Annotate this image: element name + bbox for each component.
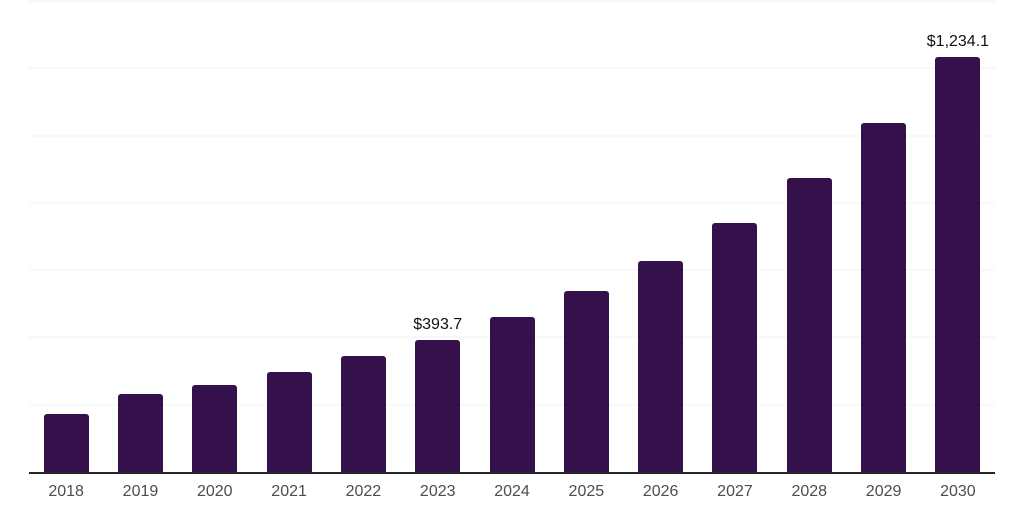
bar-slot	[252, 1, 326, 472]
gridline	[29, 202, 995, 204]
bar-slot	[103, 1, 177, 472]
bar-slot	[29, 1, 103, 472]
bar-2021	[266, 372, 312, 472]
bar-slot	[624, 1, 698, 472]
bar-slot	[846, 1, 920, 472]
bar-2025	[563, 291, 609, 472]
x-tick-2029: 2029	[865, 483, 902, 500]
bar-slot	[549, 1, 623, 472]
x-tick-2020: 2020	[196, 483, 233, 500]
x-tick-2025: 2025	[568, 483, 605, 500]
bar-slot	[178, 1, 252, 472]
x-tick-2022: 2022	[345, 483, 382, 500]
bar-2018	[43, 414, 89, 472]
bar-slot	[475, 1, 549, 472]
gridline	[29, 269, 995, 271]
x-tick-2026: 2026	[642, 483, 679, 500]
bar-2023	[415, 339, 461, 472]
bar-2030	[935, 56, 981, 472]
bar-2029	[861, 122, 907, 472]
bar-value-label: $393.7	[413, 315, 463, 333]
bar-2028	[786, 177, 832, 472]
bar-value-label: $1,234.1	[926, 32, 990, 50]
x-tick-2027: 2027	[717, 483, 753, 500]
x-tick-2021: 2021	[271, 483, 307, 500]
x-tick-2028: 2028	[791, 483, 828, 500]
bar-slot	[698, 1, 772, 472]
x-tick-2030: 2030	[940, 483, 976, 500]
bar-2026	[638, 260, 684, 472]
x-tick-2019: 2019	[122, 483, 159, 500]
bar-slot: $1,234.1	[921, 1, 995, 472]
gridline	[29, 135, 995, 137]
bar-slot: $393.7	[401, 1, 475, 472]
gridline	[29, 0, 995, 2]
bar-2019	[117, 394, 163, 472]
bar-2020	[192, 385, 238, 472]
bar-2024	[489, 317, 535, 472]
bar-slot	[326, 1, 400, 472]
plot-area: $393.7 $1,234.1	[29, 0, 995, 474]
gridline	[29, 67, 995, 69]
bar-2027	[712, 223, 758, 472]
bar-2022	[340, 356, 386, 472]
x-tick-2018: 2018	[48, 483, 84, 500]
bars-row: $393.7 $1,234.1	[29, 1, 995, 472]
x-tick-2024: 2024	[494, 483, 530, 500]
x-tick-2023: 2023	[419, 483, 456, 500]
x-axis: 2018 2019 2020 2021 2022 2023 2024 2025 2026 2027…	[29, 474, 995, 501]
bar-slot	[772, 1, 846, 472]
